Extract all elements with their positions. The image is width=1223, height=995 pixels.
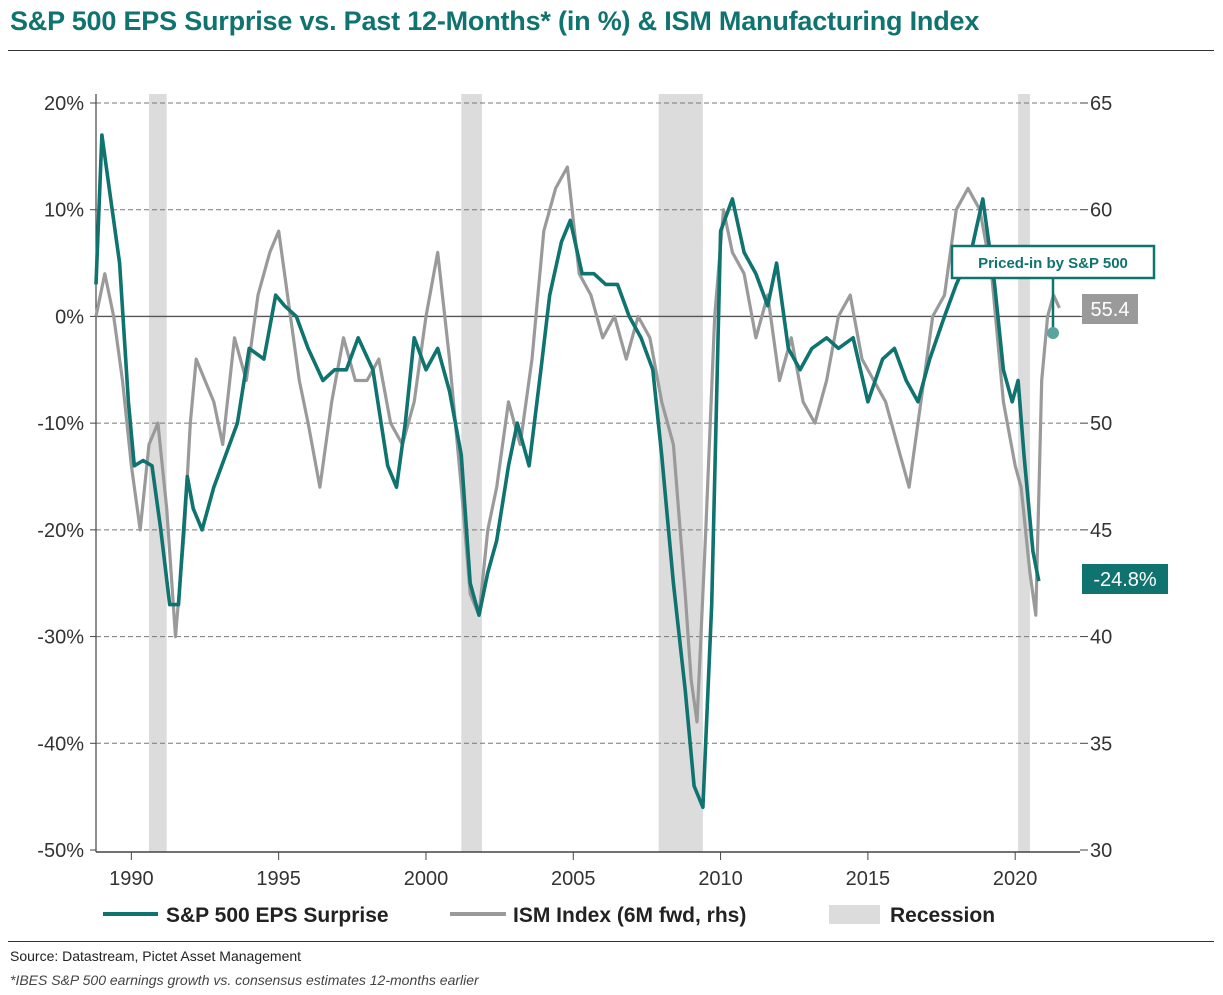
ism-end-badge: 55.4 — [1082, 294, 1138, 324]
x-tick-label: 1990 — [109, 868, 154, 890]
chart-title: S&P 500 EPS Surprise vs. Past 12-Months*… — [10, 6, 980, 36]
y-right-tick-label: 30 — [1090, 840, 1112, 862]
y-left-tick-label: 10% — [44, 200, 84, 222]
y-right-tick-label: 65 — [1090, 93, 1112, 115]
eps-series-line — [94, 133, 1041, 810]
annotation-dot — [1047, 327, 1059, 339]
y-left-tick-label: 0% — [55, 306, 84, 328]
x-ticks: 1990 1995 2000 2005 2010 2015 2020 — [109, 852, 1037, 890]
y-right-ticks: 6560555045403530 — [1080, 93, 1112, 862]
priced-in-annotation: Priced-in by S&P 500 — [950, 244, 1156, 339]
source-note: Source: Datastream, Pictet Asset Managem… — [10, 948, 302, 964]
y-left-tick-label: -10% — [37, 413, 84, 435]
legend: S&P 500 EPS Surprise ISM Index (6M fwd, … — [103, 904, 995, 927]
annotation-text: Priced-in by S&P 500 — [978, 255, 1128, 272]
footer-rule — [8, 941, 1214, 942]
y-right-tick-label: 40 — [1090, 627, 1112, 649]
x-tick-label: 2015 — [846, 868, 891, 890]
legend-ism-label: ISM Index (6M fwd, rhs) — [513, 904, 746, 927]
eps-end-badge: -24.8% — [1082, 564, 1168, 594]
x-tick-label: 2000 — [404, 868, 449, 890]
y-right-tick-label: 45 — [1090, 520, 1112, 542]
eps-end-label: -24.8% — [1093, 569, 1157, 591]
x-tick-label: 2010 — [698, 868, 743, 890]
recession-band-2 — [658, 94, 703, 852]
y-right-tick-label: 35 — [1090, 733, 1112, 755]
y-right-tick-label: 60 — [1090, 200, 1112, 222]
x-tick-label: 1995 — [256, 868, 301, 890]
y-left-tick-label: -40% — [37, 733, 84, 755]
eps-end-badge-bg — [1082, 564, 1168, 594]
footnote: *IBES S&P 500 earnings growth vs. consen… — [10, 972, 479, 988]
legend-recession-label: Recession — [890, 904, 995, 927]
annotation-box — [950, 244, 1156, 280]
chart: 20%10%0%-10%-20%-30%-40%-50% 65605550454… — [37, 93, 1168, 927]
x-tick-label: 2020 — [993, 868, 1038, 890]
recession-band-0 — [149, 94, 167, 852]
recession-band-1 — [461, 94, 482, 852]
legend-eps-label: S&P 500 EPS Surprise — [166, 904, 389, 927]
ism-end-badge-bg — [1082, 294, 1138, 324]
ism-series-line — [94, 165, 1061, 724]
gridlines — [96, 102, 1080, 744]
y-left-tick-label: -20% — [37, 520, 84, 542]
y-left-tick-label: -30% — [37, 627, 84, 649]
x-tick-label: 2005 — [551, 868, 596, 890]
y-right-tick-label: 50 — [1090, 413, 1112, 435]
y-left-tick-label: 20% — [44, 93, 84, 115]
ism-end-label: 55.4 — [1091, 299, 1130, 321]
title-rule — [8, 50, 1214, 51]
y-left-ticks: 20% 10% 0% -10% -20% -30% -40% -50% — [37, 93, 96, 862]
recession-bands — [149, 94, 1030, 852]
legend-recession-swatch — [829, 905, 880, 924]
y-left-tick-label: -50% — [37, 840, 84, 862]
